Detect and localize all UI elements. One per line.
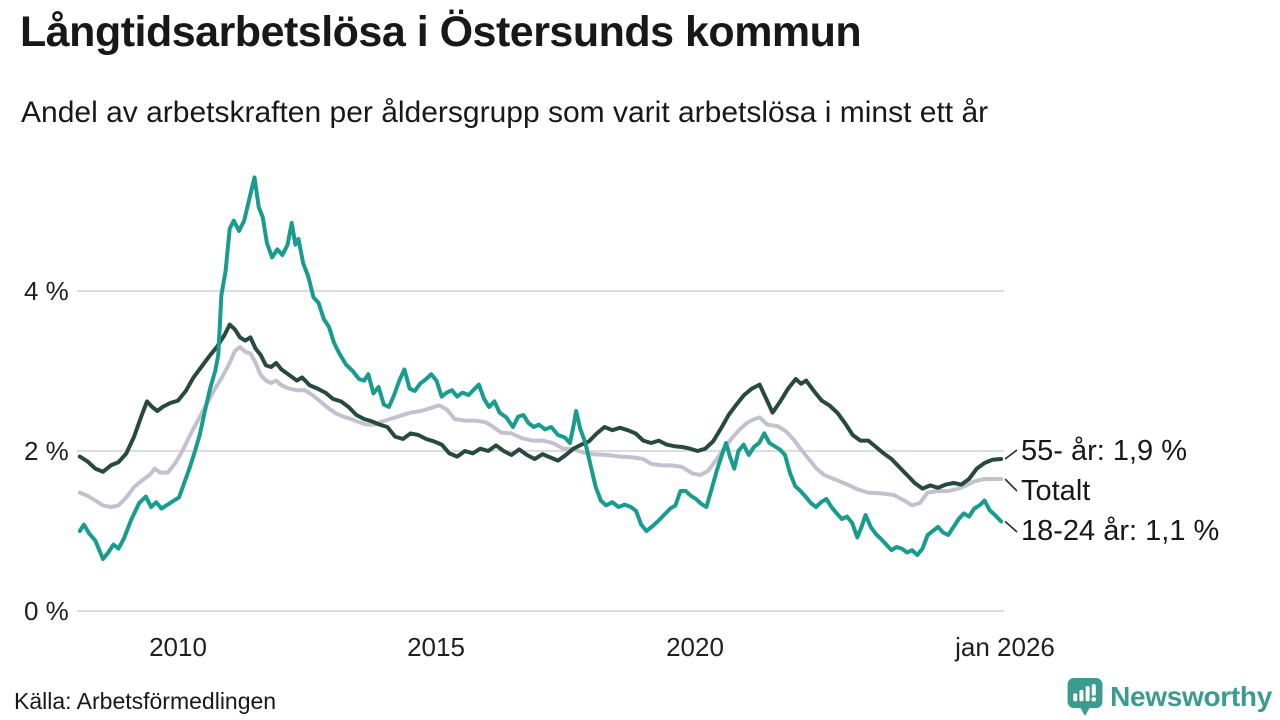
y-axis-tick-0: 0 % xyxy=(24,596,69,626)
label-connector-55-ar xyxy=(1004,449,1018,460)
x-axis-tick-2015: 2015 xyxy=(407,632,465,662)
label-connector-totalt xyxy=(1004,478,1018,492)
y-axis-tick-2: 2 % xyxy=(24,436,69,466)
series-line-18-24-ar xyxy=(77,175,1004,561)
series-line-totalt xyxy=(77,345,1004,509)
series-line-55-ar xyxy=(77,322,1004,491)
series-end-label-18-24-ar: 18-24 år: 1,1 % xyxy=(1021,515,1220,547)
x-axis-tick-2010: 2010 xyxy=(149,632,207,662)
x-axis-tick-jan-2026: jan 2026 xyxy=(955,632,1055,662)
label-connector-18-24-ar xyxy=(1004,520,1018,533)
brand-name: Newsworthy xyxy=(1110,681,1272,712)
page-title: Långtidsarbetslösa i Östersunds kommun xyxy=(20,8,862,56)
page-subtitle: Andel av arbetskraften per åldersgrupp s… xyxy=(21,96,989,129)
brand-logo: Newsworthy xyxy=(1066,677,1272,717)
newsworthy-bubble-barchart-icon xyxy=(1067,678,1103,716)
series-end-label-55-ar: 55- år: 1,9 % xyxy=(1021,435,1188,467)
x-axis-tick-2020: 2020 xyxy=(666,632,724,662)
source-attribution: Källa: Arbetsförmedlingen xyxy=(14,688,277,714)
y-axis-tick-4: 4 % xyxy=(24,276,69,306)
series-end-label-totalt: Totalt xyxy=(1021,475,1091,507)
